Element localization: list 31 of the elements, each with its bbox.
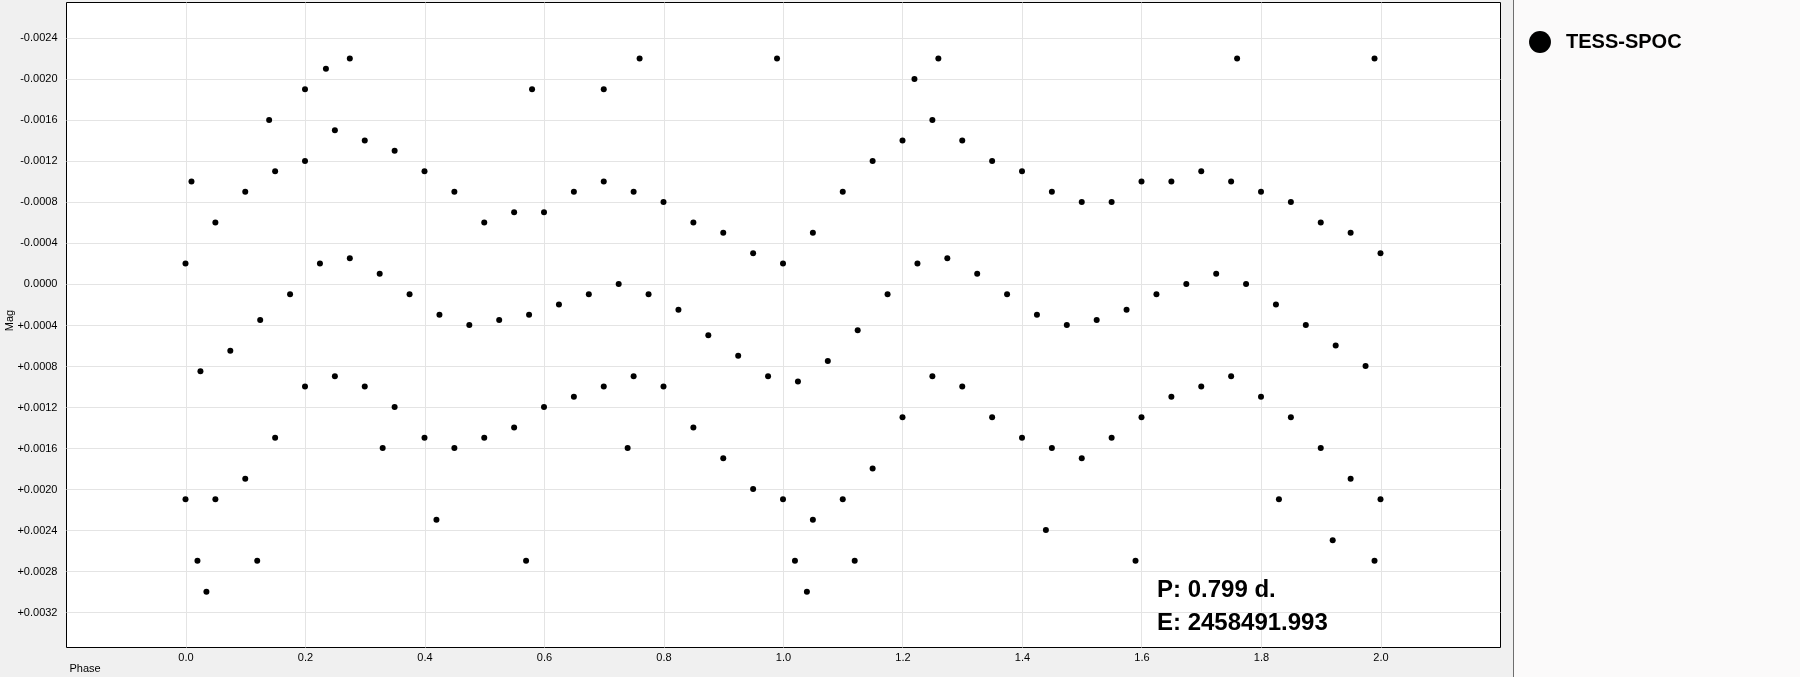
x-tick-label: 1.4 — [1014, 650, 1031, 663]
y-tick-label: +0.0032 — [17, 605, 58, 618]
y-tick-label: +0.0016 — [17, 441, 58, 454]
legend-label: TESS-SPOC — [1566, 30, 1682, 52]
y-tick-label: +0.0028 — [17, 564, 58, 577]
x-tick-label: 1.0 — [775, 650, 792, 663]
x-tick-label: 1.6 — [1134, 650, 1150, 663]
y-tick-label: -0.0024 — [20, 31, 58, 44]
y-tick-label: 0.0000 — [23, 277, 58, 290]
y-tick-label: -0.0016 — [20, 113, 58, 126]
x-tick-label: 0.0 — [178, 650, 194, 663]
y-axis-title: Mag — [2, 309, 15, 332]
x-tick-label: 0.8 — [656, 650, 672, 663]
y-tick-label: +0.0020 — [17, 482, 58, 495]
y-tick-label: -0.0020 — [20, 72, 58, 85]
y-tick-label: -0.0012 — [20, 154, 58, 167]
y-tick-label: +0.0008 — [17, 359, 58, 372]
x-tick-label: 1.2 — [895, 650, 911, 663]
annotation: E: 2458491.993 — [1157, 608, 1328, 635]
x-tick-label: 1.8 — [1253, 650, 1270, 663]
y-tick-label: -0.0008 — [20, 195, 58, 208]
x-tick-label: 0.4 — [417, 650, 433, 663]
x-tick-label: 2.0 — [1373, 650, 1389, 663]
annotation: P: 0.799 d. — [1157, 575, 1276, 602]
y-tick-label: -0.0004 — [20, 236, 58, 249]
y-tick-label: +0.0012 — [17, 400, 58, 413]
x-tick-label: 0.6 — [536, 650, 553, 663]
y-tick-label: +0.0024 — [17, 523, 58, 536]
y-tick-label: +0.0004 — [17, 318, 58, 331]
x-tick-label: 0.2 — [297, 650, 314, 663]
x-axis-title: Phase — [69, 661, 101, 674]
